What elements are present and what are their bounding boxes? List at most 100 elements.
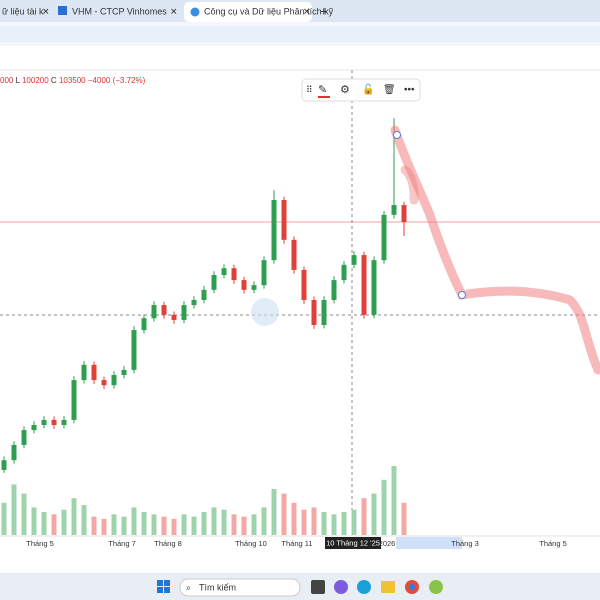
tab[interactable]	[0, 2, 50, 22]
volume-bar	[271, 489, 277, 535]
volume-bar	[181, 514, 187, 535]
time-axis-labels: Tháng 5 Tháng 7 Tháng 8 Tháng 10 Tháng 11 202…	[26, 539, 567, 548]
candle-body	[161, 305, 167, 315]
volume-bar	[21, 493, 27, 535]
change: −4000 (−3.72%)	[88, 76, 146, 85]
candle-body	[11, 444, 17, 461]
volume-bar	[71, 498, 77, 535]
candle-body	[141, 318, 147, 331]
candle-body	[91, 364, 97, 381]
close-value: 103500	[59, 76, 86, 85]
candle-body	[351, 255, 357, 265]
volume-bar	[281, 493, 287, 535]
volume-bar	[91, 516, 97, 535]
candle-body	[261, 260, 267, 286]
anchor[interactable]	[458, 291, 466, 299]
watermark	[251, 298, 279, 326]
low-value: 100200	[22, 76, 49, 85]
x-axis-label: 2026	[379, 539, 396, 548]
candle-body	[341, 264, 347, 281]
volume-bar	[151, 514, 157, 535]
candle-body	[301, 269, 307, 301]
volume-bar	[391, 466, 397, 535]
candle-body	[381, 214, 387, 261]
url-field[interactable]	[0, 26, 600, 42]
range-highlight	[396, 537, 462, 549]
volume-bar	[111, 514, 117, 535]
tab-icon	[190, 7, 200, 17]
candle-body	[31, 425, 37, 431]
volume-bar	[31, 507, 37, 535]
candle-body	[111, 375, 117, 386]
ohlc-header: 000 L 100200 C 103500 −4000 (−3.72%)	[0, 76, 146, 85]
x-axis-label: Tháng 7	[108, 539, 136, 548]
volume-bar	[301, 509, 307, 535]
taskbar-app[interactable]	[381, 581, 395, 593]
drawing-stroke[interactable]	[400, 165, 419, 205]
new-tab[interactable]: +	[320, 3, 328, 18]
more-button[interactable]: •••	[404, 85, 415, 96]
volume-bar	[341, 512, 347, 535]
taskbar-app[interactable]	[429, 580, 443, 594]
candle-body	[231, 268, 237, 281]
candle-body	[171, 314, 177, 320]
taskbar-app-center	[409, 584, 415, 590]
tab-close[interactable]: ✕	[170, 6, 178, 16]
lock-button[interactable]: 🔓	[362, 83, 374, 96]
volume-bar	[331, 514, 337, 535]
volume-bar	[401, 502, 407, 535]
drag-handle[interactable]: ⠿	[306, 84, 313, 94]
candle-body	[241, 280, 247, 290]
volume-bar	[221, 509, 227, 535]
volume-bar	[291, 502, 297, 535]
candle-body	[401, 205, 407, 223]
volume-bar	[61, 509, 67, 535]
candle-body	[251, 285, 257, 290]
volume-bar	[231, 514, 237, 535]
low-label: L	[16, 76, 21, 85]
volume-bar	[131, 507, 137, 535]
candle-body	[371, 260, 377, 315]
drawing-stroke[interactable]	[390, 125, 600, 375]
candle-body	[71, 380, 77, 420]
header-prefix: 000	[0, 76, 14, 85]
search-box[interactable]	[179, 578, 301, 597]
candle-body	[81, 364, 87, 381]
candle-body	[121, 369, 127, 376]
search-placeholder: Tìm kiếm	[199, 582, 236, 592]
anchor[interactable]	[393, 131, 401, 139]
chart-marks	[1, 118, 407, 535]
tab-active[interactable]	[184, 2, 312, 22]
candle-body	[181, 305, 187, 320]
candle-body	[51, 419, 57, 426]
taskbar-app[interactable]	[334, 580, 348, 594]
volume-bar	[251, 514, 257, 535]
candle-body	[21, 430, 27, 445]
candle-body	[221, 268, 227, 276]
tab-icon	[58, 6, 67, 15]
volume-bar	[321, 512, 327, 535]
x-axis-label: Tháng 8	[154, 539, 182, 548]
volume-bar	[121, 516, 127, 535]
candle-body	[281, 200, 287, 240]
candle-body	[291, 239, 297, 270]
start-button[interactable]	[157, 580, 170, 593]
taskbar-app[interactable]	[311, 580, 325, 594]
tab-close[interactable]: ✕	[303, 6, 311, 16]
x-axis-label: Tháng 3	[451, 539, 479, 548]
search-icon: ⌕	[186, 582, 191, 592]
volume-bar	[11, 484, 17, 535]
volume-bar	[241, 516, 247, 535]
taskbar-app[interactable]	[357, 580, 371, 594]
x-axis-label: Tháng 5	[26, 539, 54, 548]
volume-bar	[1, 502, 7, 535]
candle-body	[101, 380, 107, 386]
tab-close[interactable]: ✕	[42, 6, 50, 16]
edit-button[interactable]: ✎	[318, 84, 327, 96]
candle-body	[321, 300, 327, 326]
settings-button[interactable]: ⚙	[340, 84, 350, 96]
delete-button[interactable]: 🗑	[383, 84, 396, 96]
candle-body	[1, 460, 7, 470]
